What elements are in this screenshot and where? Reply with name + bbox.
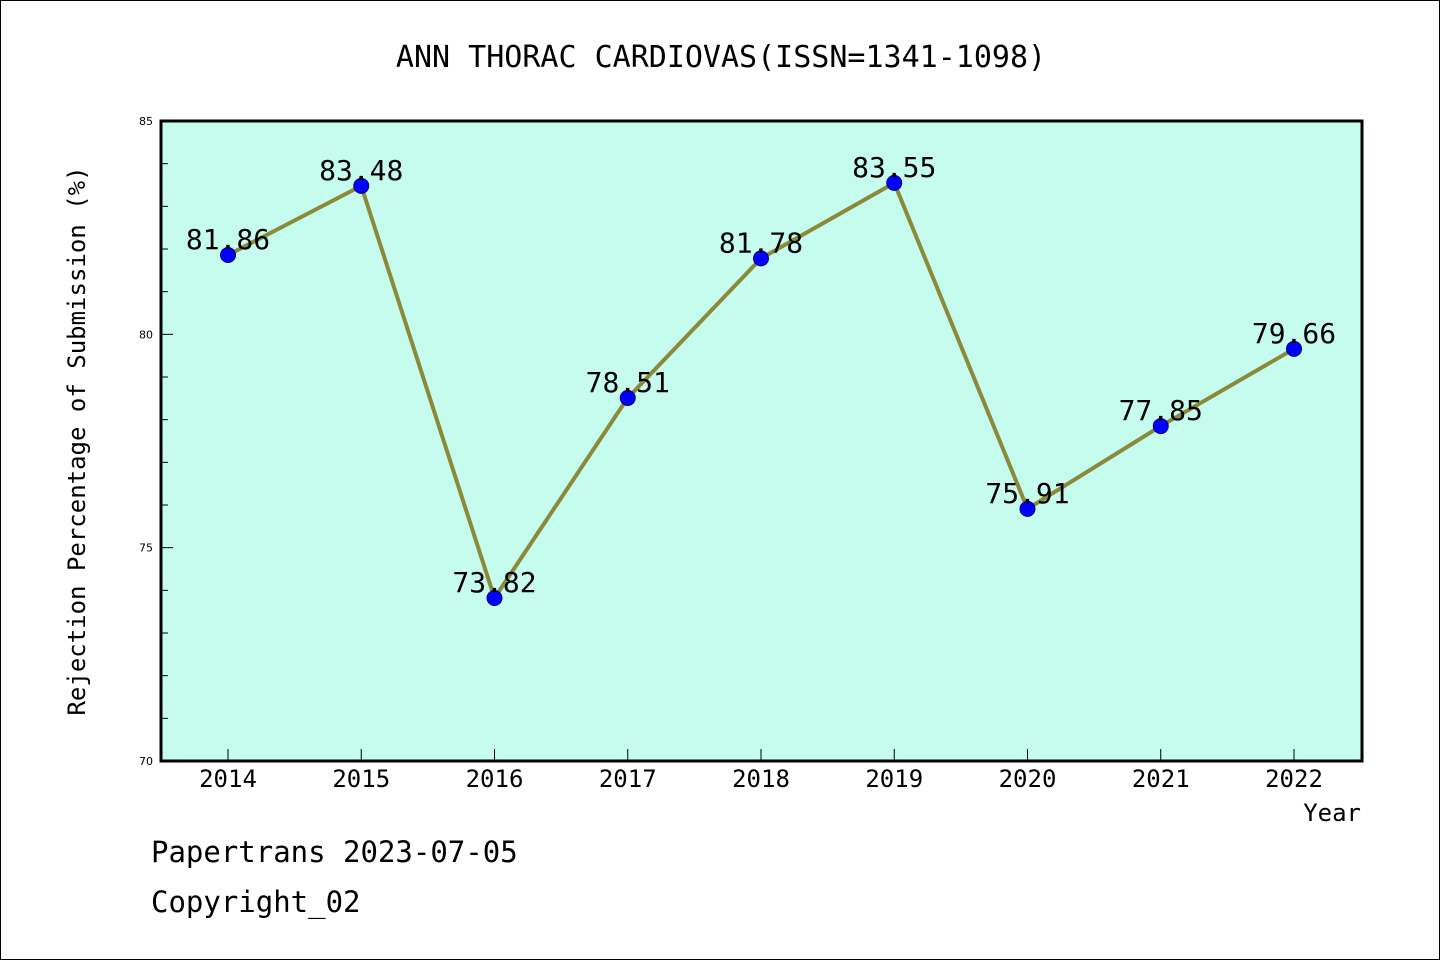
data-label: 81.78 <box>719 226 803 259</box>
x-tick-label: 2017 <box>599 765 657 793</box>
data-point <box>753 250 769 267</box>
data-point <box>886 174 903 191</box>
footer-copyright: Copyright_02 <box>151 885 361 919</box>
data-label: 83.55 <box>852 151 936 184</box>
y-tick-label: 80 <box>139 328 153 341</box>
data-label: 78.51 <box>586 366 670 399</box>
data-point <box>220 246 236 263</box>
x-tick-label: 2021 <box>1132 765 1190 793</box>
data-label: 75.91 <box>985 477 1069 510</box>
y-tick-label: 70 <box>139 755 153 768</box>
y-axis-label: Rejection Percentage of Submission (%) <box>63 166 91 715</box>
data-point <box>619 389 636 406</box>
data-point <box>1152 418 1169 435</box>
y-tick-label: 85 <box>139 115 153 128</box>
data-points <box>220 174 1302 607</box>
data-label: 73.82 <box>452 566 536 599</box>
data-point <box>1019 500 1036 517</box>
y-axis: 70 75 80 85 <box>139 115 173 768</box>
data-point <box>1286 340 1302 357</box>
footer-date: Papertrans 2023-07-05 <box>151 835 518 869</box>
data-point <box>353 177 370 194</box>
x-tick-label: 2020 <box>999 765 1057 793</box>
data-label: 77.85 <box>1119 394 1203 427</box>
data-label: 79.66 <box>1252 317 1336 350</box>
x-axis: 2014 2015 2016 2017 2018 2019 2020 2021 2022 <box>199 749 1323 793</box>
x-tick-label: 2018 <box>732 765 790 793</box>
x-tick-label: 2014 <box>199 765 257 793</box>
data-labels: 81.86 83.48 73.82 78.51 81.78 83.55 75.91 77.85… <box>186 151 1336 599</box>
x-tick-label: 2016 <box>466 765 524 793</box>
data-point <box>486 590 503 607</box>
data-label: 83.48 <box>319 154 403 187</box>
x-tick-label: 2019 <box>865 765 923 793</box>
x-tick-label: 2015 <box>332 765 390 793</box>
y-tick-label: 75 <box>139 542 153 555</box>
x-axis-label: Year <box>1303 799 1361 827</box>
data-label: 81.86 <box>186 223 270 256</box>
chart-title: ANN THORAC CARDIOVAS(ISSN=1341-1098) <box>396 40 1046 75</box>
x-tick-label: 2022 <box>1265 765 1323 793</box>
plot-area <box>159 119 1364 763</box>
